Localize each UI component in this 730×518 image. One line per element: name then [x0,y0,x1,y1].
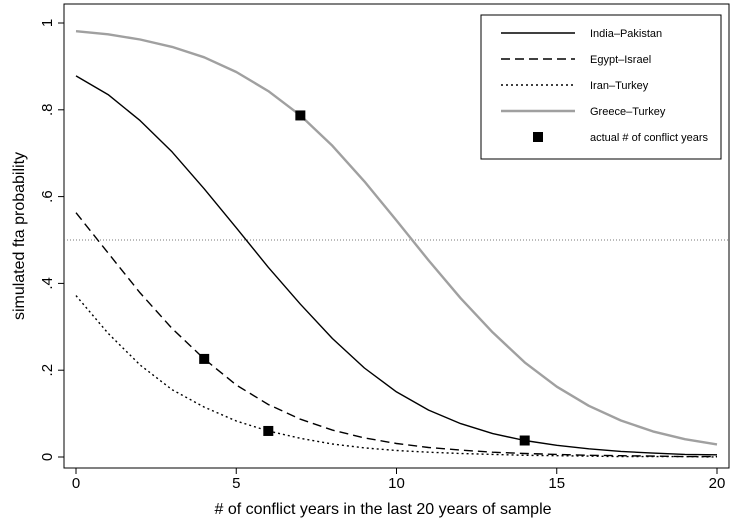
series-layer [75,30,718,458]
x-tick-label: 10 [388,475,405,492]
y-tick-label: .6 [39,190,56,203]
y-tick-label: 0 [39,453,56,461]
y-tick-label: .8 [39,104,56,117]
legend-swatch [533,132,543,142]
x-tick-label: 0 [72,475,80,492]
series-line [75,75,718,456]
series-line [75,30,718,446]
y-axis-title: simulated fta probability [11,152,28,320]
legend-label: actual # of conflict years [590,132,709,144]
y-tick-label: 1 [39,19,56,27]
x-tick-label: 5 [232,475,240,492]
x-tick-label: 20 [709,475,726,492]
legend-label: India–Pakistan [590,28,662,40]
marker-point [519,435,530,446]
marker-point [199,353,210,364]
x-axis: 0 5 10 15 20 [72,468,726,492]
y-tick-label: .2 [39,364,56,377]
x-tick-label: 15 [548,475,565,492]
legend-box [480,14,722,160]
series-line [75,212,717,458]
y-tick-label: .4 [39,277,56,290]
y-axis: 0 .2 .4 .6 .8 1 [39,19,64,461]
marker-point [295,110,306,121]
marker-layer [199,110,530,446]
legend-label: Greece–Turkey [590,106,666,118]
legend: India–Pakistan Egypt–Israel Iran–Turkey Gre… [480,14,722,160]
legend-label: Iran–Turkey [590,80,649,92]
marker-point [263,425,274,436]
legend-label: Egypt–Israel [590,54,651,66]
x-axis-title: # of conflict years in the last 20 years… [214,501,551,518]
